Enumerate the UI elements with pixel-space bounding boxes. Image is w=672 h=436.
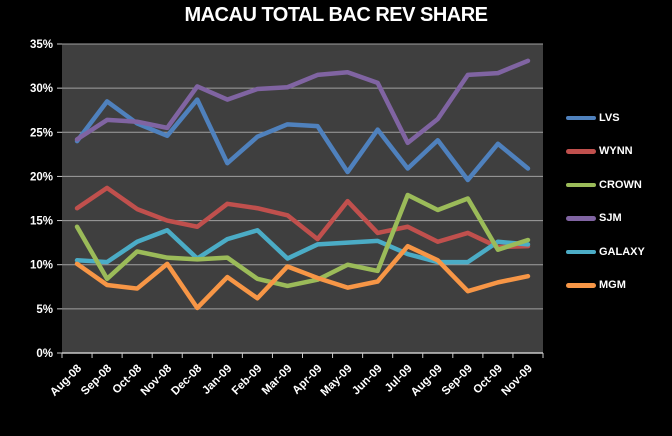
y-tick-label: 0% <box>36 348 53 360</box>
plot-background <box>62 44 543 353</box>
series-line-lvs <box>74 97 531 183</box>
y-tick-label: 35% <box>30 39 53 51</box>
x-tick-label: Sep-08 <box>79 362 115 398</box>
y-tick-label: 20% <box>30 171 53 183</box>
legend-label-sjm: SJM <box>599 212 622 225</box>
legend-item-mgm: MGM <box>566 269 645 303</box>
legend-label-crown: CROWN <box>599 178 642 191</box>
x-tick-label: Jan-09 <box>200 363 234 397</box>
legend-swatch-crown <box>566 182 596 187</box>
legend-swatch-mgm <box>566 283 596 288</box>
y-tick-label: 10% <box>30 260 53 272</box>
series-line-wynn <box>74 185 531 250</box>
series-line-sjm <box>74 58 531 146</box>
x-tick-label: Mar-09 <box>260 363 295 398</box>
x-tick-label: Nov-09 <box>499 363 535 399</box>
y-tick-label: 30% <box>30 83 53 95</box>
series-line-crown <box>74 192 531 289</box>
legend-item-lvs: LVS <box>566 101 645 135</box>
y-tick-label: 5% <box>36 304 53 316</box>
x-tick-label: Sep-09 <box>440 363 475 398</box>
legend-label-lvs: LVS <box>599 111 620 124</box>
x-tick-label: Jun-09 <box>350 363 385 398</box>
legend-swatch-sjm <box>566 216 596 221</box>
chart-title: MACAU TOTAL BAC REV SHARE <box>184 4 488 26</box>
legend-item-galaxy: GALAXY <box>566 235 645 269</box>
legend: LVS WYNN CROWN SJM GALAXY MGM <box>566 101 645 302</box>
x-tick-label: May-09 <box>319 363 355 399</box>
legend-label-galaxy: GALAXY <box>599 245 645 258</box>
x-tick-label: Aug-09 <box>409 363 445 399</box>
series-line-mgm <box>74 243 531 311</box>
y-tick-label: 25% <box>30 127 53 139</box>
legend-label-wynn: WYNN <box>599 145 633 158</box>
legend-swatch-wynn <box>566 149 596 154</box>
legend-swatch-galaxy <box>566 249 596 254</box>
legend-item-wynn: WYNN <box>566 135 645 169</box>
x-tick-label: Dec-08 <box>169 362 205 398</box>
x-tick-label: Aug-08 <box>48 362 84 398</box>
legend-item-sjm: SJM <box>566 202 645 236</box>
legend-label-mgm: MGM <box>599 279 626 292</box>
x-tick-label: Feb-09 <box>230 363 265 398</box>
series-line-galaxy <box>74 228 531 265</box>
legend-swatch-lvs <box>566 115 596 120</box>
legend-item-crown: CROWN <box>566 168 645 202</box>
y-tick-label: 15% <box>30 216 53 228</box>
x-tick-label: Nov-08 <box>139 362 175 398</box>
